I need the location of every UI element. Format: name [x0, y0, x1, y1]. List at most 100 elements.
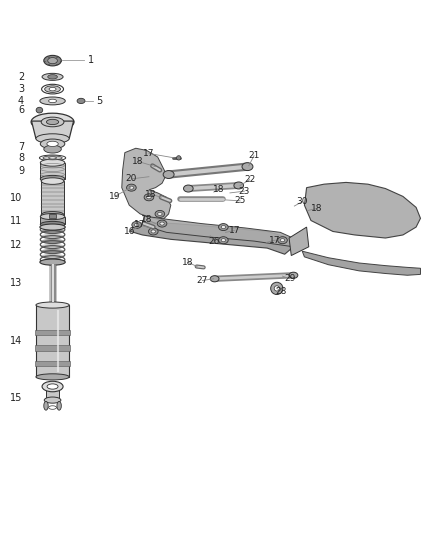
Text: 11: 11 — [10, 215, 22, 225]
Ellipse shape — [48, 58, 57, 64]
Ellipse shape — [289, 272, 298, 278]
Ellipse shape — [155, 211, 165, 217]
Ellipse shape — [46, 119, 59, 125]
Ellipse shape — [219, 237, 228, 244]
Ellipse shape — [40, 259, 65, 265]
Ellipse shape — [45, 86, 60, 92]
Ellipse shape — [41, 239, 64, 243]
Ellipse shape — [49, 406, 57, 409]
Ellipse shape — [41, 234, 64, 238]
Bar — [49, 214, 56, 218]
Ellipse shape — [221, 225, 226, 229]
Ellipse shape — [163, 171, 174, 179]
Ellipse shape — [36, 134, 69, 143]
Ellipse shape — [148, 228, 158, 235]
Ellipse shape — [242, 163, 253, 171]
Text: 9: 9 — [18, 166, 24, 176]
Ellipse shape — [40, 159, 65, 166]
Ellipse shape — [36, 107, 42, 113]
Ellipse shape — [42, 74, 63, 80]
Polygon shape — [304, 182, 420, 238]
Text: 17: 17 — [143, 149, 155, 158]
Text: 7: 7 — [18, 142, 24, 152]
Ellipse shape — [280, 239, 285, 242]
Ellipse shape — [129, 186, 134, 189]
Bar — [36, 305, 69, 377]
Text: 17: 17 — [134, 220, 145, 229]
Ellipse shape — [57, 401, 61, 410]
Ellipse shape — [132, 221, 141, 229]
Ellipse shape — [49, 87, 56, 91]
Polygon shape — [122, 148, 171, 221]
Ellipse shape — [147, 196, 151, 199]
Polygon shape — [142, 216, 298, 247]
Bar — [46, 385, 59, 400]
Ellipse shape — [47, 384, 58, 389]
Ellipse shape — [160, 222, 164, 225]
Ellipse shape — [41, 117, 64, 127]
Bar — [40, 216, 65, 224]
Ellipse shape — [49, 157, 57, 159]
Text: 17: 17 — [269, 236, 281, 245]
Ellipse shape — [144, 194, 154, 201]
Ellipse shape — [41, 249, 64, 253]
Ellipse shape — [44, 401, 48, 410]
Bar — [41, 181, 64, 215]
Text: 18: 18 — [132, 157, 144, 166]
Bar — [35, 345, 70, 351]
Ellipse shape — [41, 229, 64, 233]
Ellipse shape — [48, 75, 57, 79]
Text: 16: 16 — [124, 227, 135, 236]
Text: 17: 17 — [229, 226, 240, 235]
Ellipse shape — [44, 55, 61, 66]
Ellipse shape — [234, 182, 244, 189]
Ellipse shape — [39, 155, 66, 161]
Text: 18: 18 — [141, 215, 152, 224]
Ellipse shape — [36, 302, 69, 308]
Ellipse shape — [77, 98, 85, 103]
Text: 18: 18 — [145, 190, 157, 199]
Polygon shape — [131, 223, 293, 254]
Ellipse shape — [157, 220, 167, 227]
Ellipse shape — [158, 213, 162, 215]
Text: 13: 13 — [10, 278, 22, 288]
Ellipse shape — [49, 99, 57, 103]
Text: 8: 8 — [18, 153, 24, 163]
Ellipse shape — [40, 214, 65, 220]
Circle shape — [274, 286, 279, 291]
Ellipse shape — [42, 381, 63, 392]
Text: 22: 22 — [244, 175, 255, 184]
Ellipse shape — [40, 97, 65, 105]
Circle shape — [271, 282, 283, 295]
Circle shape — [177, 156, 181, 160]
Ellipse shape — [47, 141, 58, 147]
Ellipse shape — [43, 156, 62, 160]
Ellipse shape — [41, 244, 64, 248]
Text: 21: 21 — [248, 151, 260, 160]
Bar — [35, 330, 70, 335]
Ellipse shape — [41, 254, 64, 259]
Text: 25: 25 — [234, 196, 246, 205]
Text: 4: 4 — [18, 96, 24, 106]
Ellipse shape — [134, 223, 139, 227]
Text: 14: 14 — [10, 336, 22, 346]
Bar — [40, 163, 65, 179]
Text: 3: 3 — [18, 84, 24, 94]
Text: 2: 2 — [18, 72, 24, 82]
Ellipse shape — [151, 230, 155, 233]
Ellipse shape — [41, 178, 64, 184]
Ellipse shape — [42, 84, 64, 94]
Text: 29: 29 — [284, 274, 296, 283]
Text: 18: 18 — [182, 257, 193, 266]
Text: 20: 20 — [126, 174, 137, 183]
Ellipse shape — [40, 139, 65, 149]
Ellipse shape — [278, 237, 287, 244]
Ellipse shape — [219, 223, 228, 231]
Ellipse shape — [40, 175, 65, 182]
Ellipse shape — [41, 259, 64, 263]
Ellipse shape — [44, 145, 61, 153]
Ellipse shape — [184, 185, 193, 192]
Ellipse shape — [44, 397, 61, 403]
Text: 6: 6 — [18, 105, 24, 115]
Ellipse shape — [40, 221, 65, 228]
